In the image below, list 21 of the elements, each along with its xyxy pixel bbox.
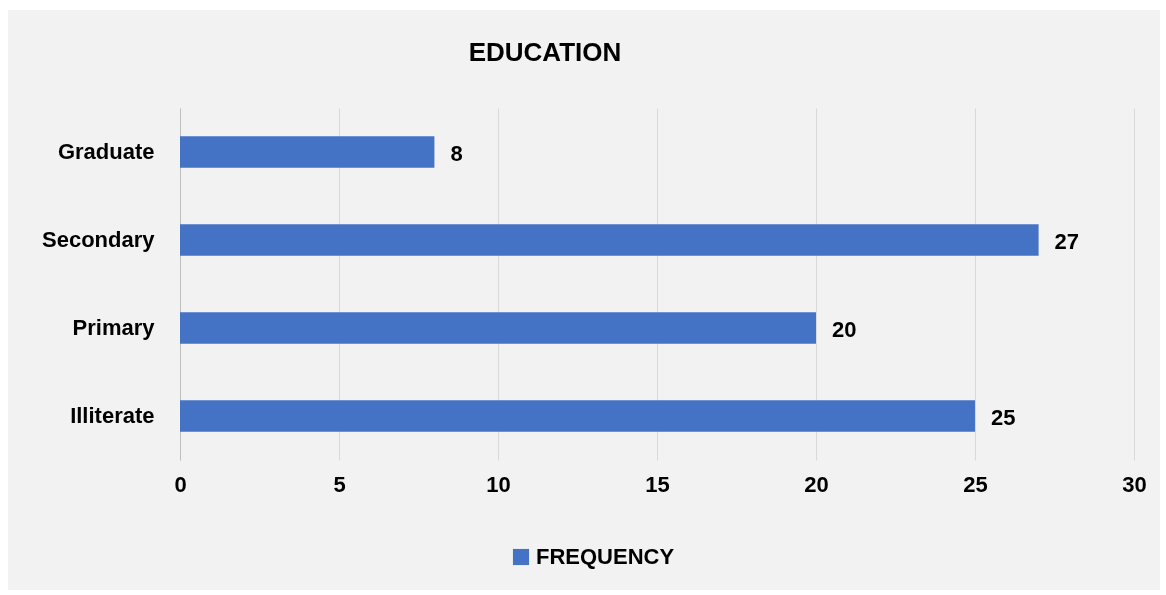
data-label: 27 xyxy=(1054,229,1080,254)
data-label: 25 xyxy=(991,405,1016,430)
x-tick-label: 20 xyxy=(804,471,829,497)
y-tick-label: Graduate xyxy=(57,139,155,164)
x-tick-label: 30 xyxy=(1122,471,1147,497)
bar xyxy=(180,224,1039,256)
bar xyxy=(180,136,435,168)
bar xyxy=(180,312,816,344)
y-tick-label: Secondary xyxy=(42,227,156,252)
x-tick-label: 25 xyxy=(963,471,988,497)
legend-label: FREQUENCY xyxy=(536,544,675,569)
x-tick-label: 10 xyxy=(486,471,511,497)
x-tick-label: 15 xyxy=(645,471,670,497)
bar xyxy=(180,400,975,432)
data-label: 8 xyxy=(450,141,463,166)
x-tick-label: 0 xyxy=(174,471,187,497)
y-tick-label: Illiterate xyxy=(70,403,155,428)
data-label: 20 xyxy=(832,317,857,342)
chart-title: EDUCATION xyxy=(468,37,622,67)
y-tick-label: Primary xyxy=(72,315,156,340)
x-tick-label: 5 xyxy=(333,471,346,497)
